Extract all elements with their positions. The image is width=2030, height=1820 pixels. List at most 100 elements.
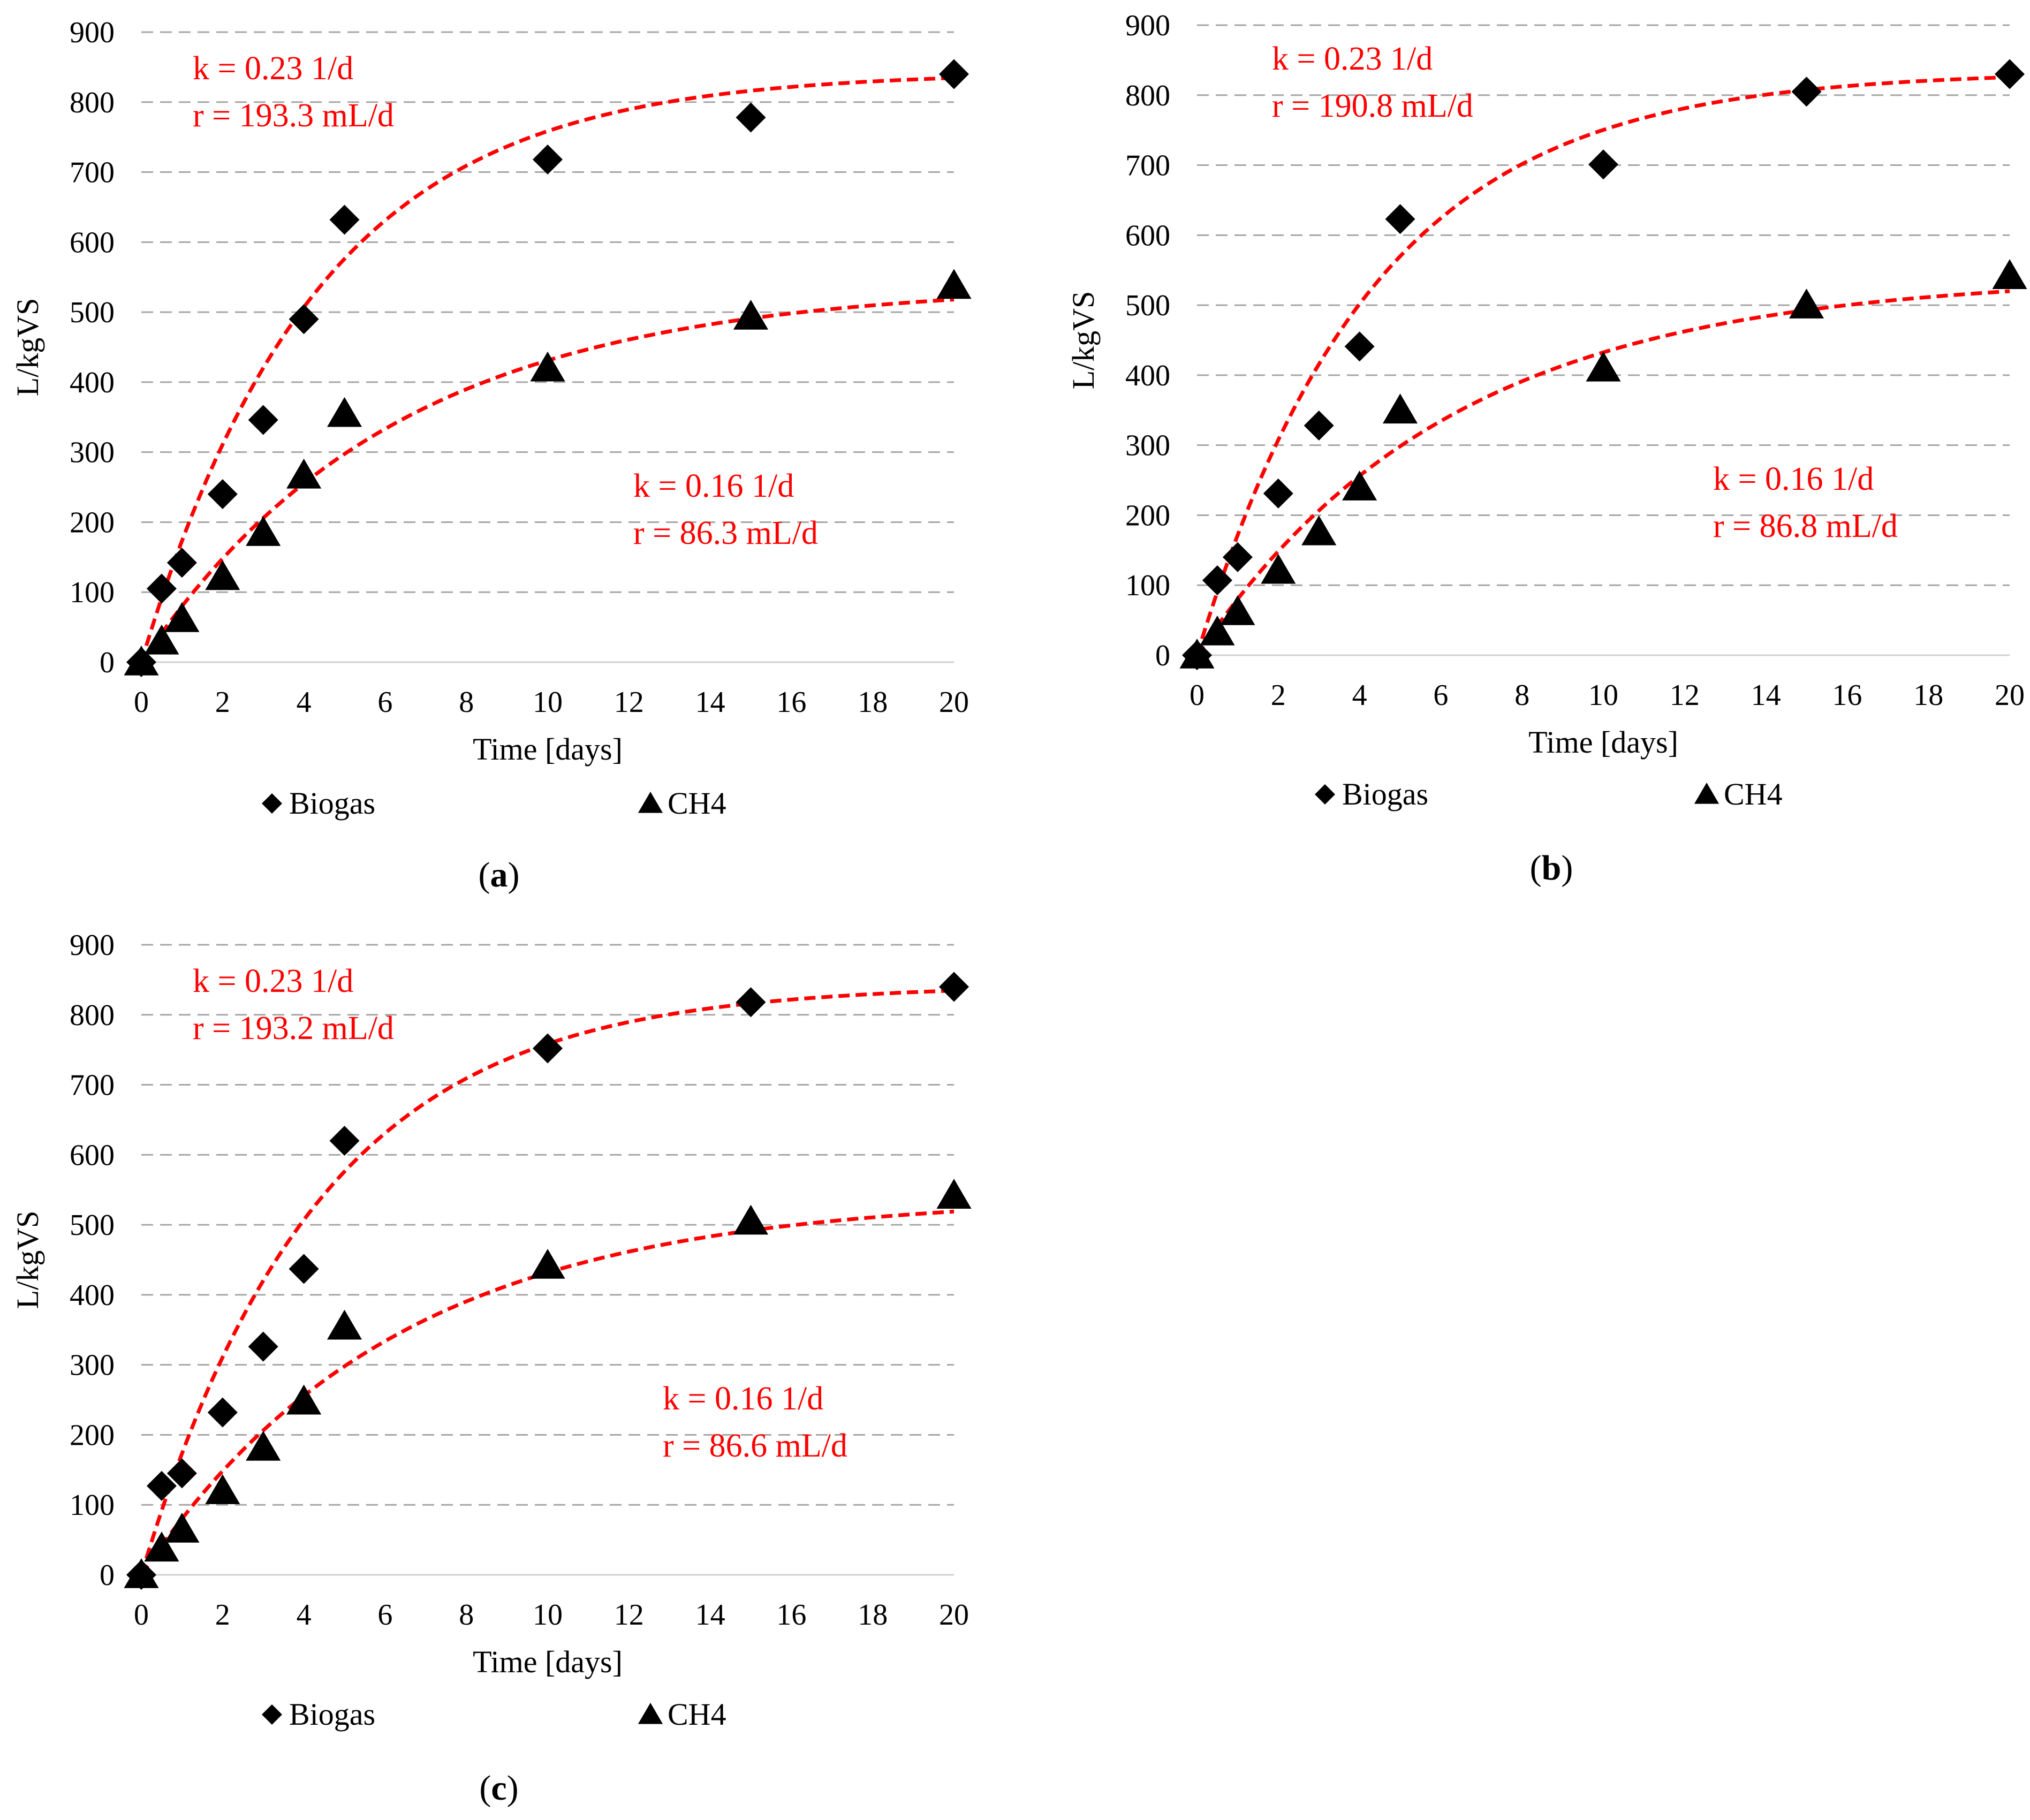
- data-point-ch4: [246, 516, 281, 546]
- x-tick-label: 12: [614, 686, 644, 719]
- data-point-ch4: [286, 458, 322, 489]
- y-tick-label: 700: [70, 156, 115, 189]
- x-tick-label: 4: [297, 1598, 312, 1632]
- data-point-biogas: [166, 1458, 197, 1489]
- x-tick-label: 10: [1588, 679, 1618, 712]
- y-tick-label: 900: [70, 16, 115, 49]
- y-tick-label: 200: [70, 506, 115, 539]
- data-point-biogas: [146, 1470, 177, 1501]
- data-point-biogas: [939, 972, 969, 1002]
- x-tick-label: 6: [1433, 679, 1448, 712]
- x-tick-label: 6: [377, 686, 392, 719]
- x-tick-label: 16: [776, 1598, 806, 1632]
- x-tick-label: 18: [858, 686, 888, 719]
- x-tick-label: 4: [1352, 679, 1367, 712]
- fit-label-biogas-k: k = 0.23 1/d: [1272, 41, 1433, 77]
- data-point-ch4: [936, 269, 972, 299]
- fit-label-biogas-r: r = 190.8 mL/d: [1272, 88, 1473, 124]
- y-tick-label: 300: [1125, 429, 1170, 462]
- x-tick-label: 12: [614, 1598, 644, 1632]
- fit-label-ch4-r: r = 86.8 mL/d: [1713, 508, 1898, 544]
- fit-curve-ch4: [1195, 289, 2010, 656]
- legend: Biogas CH4: [262, 786, 726, 821]
- y-tick-label: 600: [70, 1139, 115, 1172]
- chart-panel-b: 0 100 200 300 400 500 600 700 800 900 0 2 4 6 8 10 12 14 1…: [1066, 9, 2027, 888]
- y-tick-label: 600: [1125, 219, 1170, 252]
- fit-curve-biogas: [1195, 75, 2010, 656]
- legend-ch4-label: CH4: [1724, 777, 1783, 812]
- data-point-ch4: [327, 1309, 362, 1340]
- fit-label-ch4-r: r = 86.6 mL/d: [663, 1428, 847, 1464]
- y-tick-label: 600: [70, 226, 115, 259]
- data-point-biogas: [939, 59, 969, 89]
- fit-label-ch4-r: r = 86.3 mL/d: [633, 515, 818, 551]
- data-point-ch4: [1261, 553, 1296, 584]
- data-point-biogas: [289, 304, 319, 335]
- legend-ch4-icon: [638, 792, 663, 813]
- data-point-ch4: [1179, 639, 1215, 669]
- legend-ch4-icon: [638, 1703, 663, 1724]
- data-point-biogas: [146, 573, 177, 604]
- data-point-ch4: [733, 1204, 769, 1235]
- y-tick-label: 800: [70, 86, 115, 119]
- data-point-biogas: [207, 479, 238, 510]
- y-tick-label: 400: [70, 366, 115, 399]
- data-point-biogas: [248, 405, 278, 435]
- data-point-ch4: [733, 299, 769, 330]
- fit-label-biogas-k: k = 0.23 1/d: [193, 50, 353, 87]
- legend-ch4-icon: [1694, 783, 1720, 804]
- x-tick-label: 2: [1271, 679, 1286, 712]
- y-axis-title: L/kgVS: [10, 298, 45, 397]
- y-tick-label: 300: [70, 1349, 115, 1382]
- fit-label-ch4-k: k = 0.16 1/d: [1713, 461, 1874, 497]
- data-point-biogas: [1344, 331, 1375, 362]
- data-point-biogas: [1263, 478, 1293, 509]
- data-point-biogas: [533, 1033, 563, 1064]
- x-tick-label: 6: [377, 1598, 392, 1632]
- y-tick-label: 900: [70, 929, 115, 962]
- legend: Biogas CH4: [262, 1697, 726, 1732]
- data-point-ch4: [530, 351, 565, 382]
- data-point-ch4: [246, 1430, 281, 1461]
- x-tick-label: 10: [533, 1598, 563, 1632]
- data-point-ch4: [1382, 393, 1418, 424]
- legend-ch4-label: CH4: [668, 1697, 726, 1732]
- legend: Biogas CH4: [1315, 777, 1783, 812]
- x-tick-label: 16: [1832, 679, 1862, 712]
- data-point-ch4: [1200, 615, 1235, 646]
- data-point-ch4: [1789, 289, 1824, 318]
- y-tick-label: 200: [70, 1419, 115, 1452]
- x-tick-label: 0: [1190, 679, 1205, 712]
- legend-biogas-icon: [262, 793, 282, 814]
- x-tick-label: 14: [1751, 679, 1781, 712]
- y-tick-label: 400: [70, 1279, 115, 1312]
- y-axis-title: L/kgVS: [10, 1211, 45, 1309]
- chart-panel-a: 0 100 200 300 400 500 600 700 800 900 0 2 4 6 8 10 12 14 1…: [10, 16, 972, 894]
- data-point-ch4: [1301, 515, 1337, 545]
- data-point-biogas: [1222, 542, 1253, 572]
- legend-ch4-label: CH4: [668, 786, 726, 821]
- data-point-biogas: [1588, 149, 1618, 180]
- data-point-ch4: [286, 1384, 322, 1415]
- fit-label-biogas-r: r = 193.3 mL/d: [193, 97, 394, 134]
- data-point-ch4: [164, 602, 200, 632]
- panel-label: (c): [479, 1769, 518, 1808]
- data-point-ch4: [530, 1248, 565, 1279]
- y-tick-label: 100: [70, 1489, 115, 1522]
- data-point-ch4: [327, 397, 362, 427]
- x-tick-label: 20: [939, 686, 969, 719]
- data-point-ch4: [124, 1558, 159, 1588]
- y-tick-label: 0: [1155, 639, 1170, 672]
- data-point-ch4: [1586, 351, 1621, 382]
- y-axis-title: L/kgVS: [1066, 291, 1101, 390]
- fit-label-ch4-k: k = 0.16 1/d: [663, 1381, 823, 1417]
- x-tick-label: 20: [1995, 679, 2025, 712]
- x-tick-label: 0: [134, 1598, 149, 1632]
- y-tick-label: 700: [1125, 149, 1170, 183]
- y-tick-label: 100: [70, 576, 115, 609]
- x-tick-label: 10: [533, 686, 563, 719]
- fit-label-biogas-r: r = 193.2 mL/d: [193, 1010, 394, 1046]
- data-point-biogas: [1202, 565, 1232, 596]
- data-point-ch4: [205, 560, 240, 590]
